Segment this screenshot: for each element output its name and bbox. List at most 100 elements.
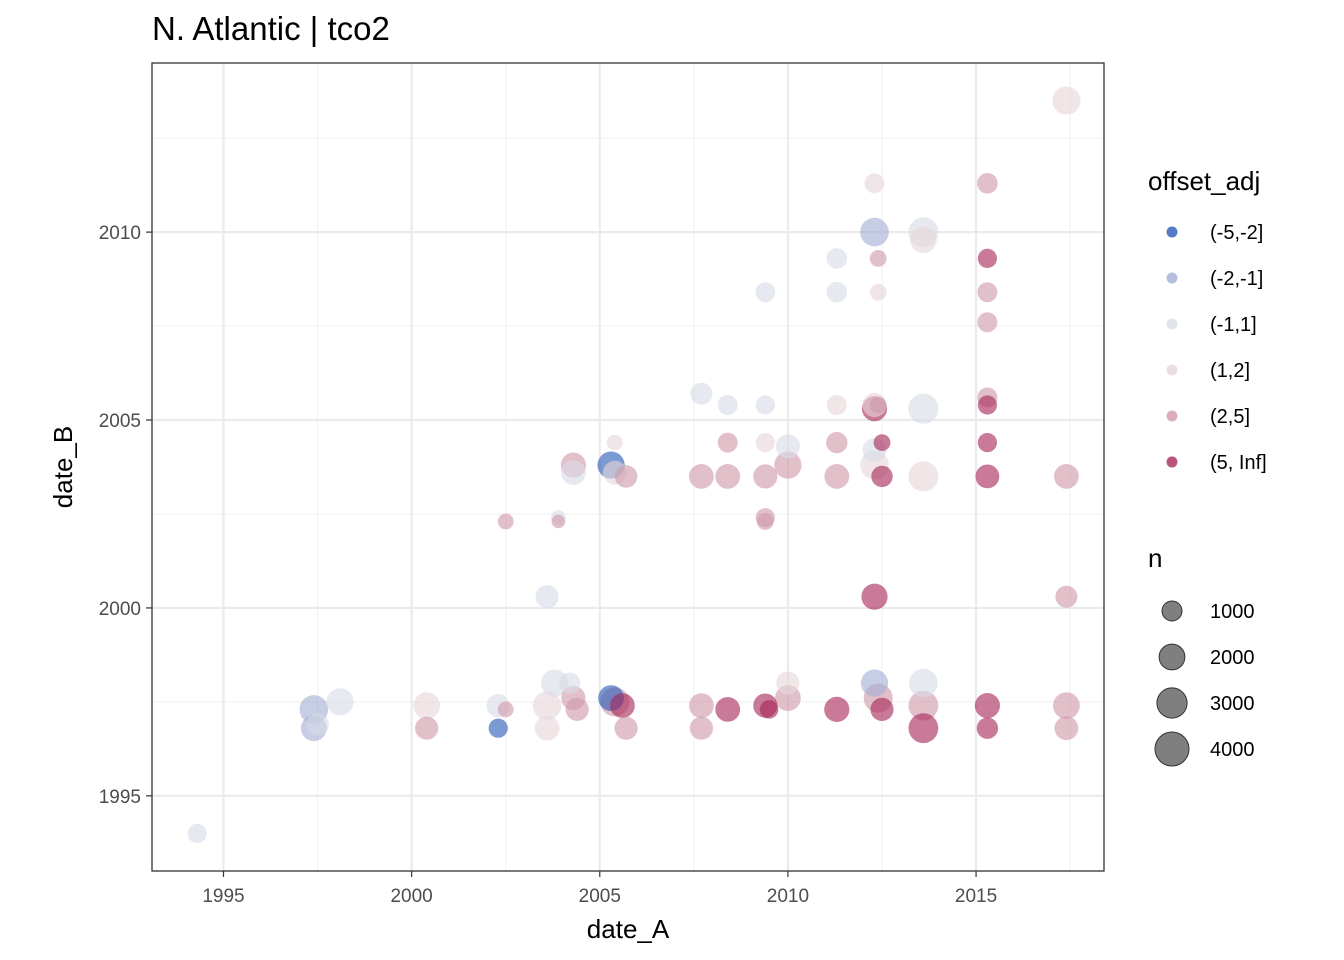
size-legend-key bbox=[1156, 687, 1188, 719]
data-point bbox=[759, 700, 779, 719]
data-point bbox=[753, 464, 778, 489]
data-point bbox=[860, 669, 889, 697]
data-point bbox=[541, 669, 569, 697]
data-point bbox=[559, 672, 581, 694]
color-legend-label: (1,2] bbox=[1210, 360, 1250, 382]
data-point bbox=[610, 693, 635, 718]
data-point bbox=[1055, 585, 1078, 608]
data-point bbox=[864, 173, 885, 194]
data-point bbox=[1052, 86, 1081, 115]
data-point bbox=[869, 283, 887, 301]
data-point bbox=[1053, 692, 1080, 719]
x-tick-label: 2005 bbox=[579, 886, 621, 907]
size-legend-key bbox=[1158, 643, 1186, 671]
data-point bbox=[614, 465, 638, 488]
size-legend-label: 2000 bbox=[1210, 647, 1255, 669]
x-tick-label: 2000 bbox=[390, 886, 432, 907]
data-point bbox=[689, 693, 714, 718]
data-point bbox=[824, 696, 850, 723]
axes: 1995 2000 2005 2010 2015 1995 2000 2005 2010 bbox=[99, 223, 997, 907]
size-legend-title: n bbox=[1148, 543, 1162, 573]
x-axis-title: date_A bbox=[587, 914, 670, 944]
data-point bbox=[826, 395, 847, 415]
data-point bbox=[755, 282, 776, 303]
color-legend-label: (-1,1] bbox=[1210, 314, 1257, 336]
data-point bbox=[908, 393, 939, 424]
data-point bbox=[977, 282, 998, 303]
data-point bbox=[755, 433, 775, 453]
size-legend: n 1000 2000 3000 4000 bbox=[1148, 543, 1255, 767]
data-point bbox=[551, 514, 566, 529]
data-point bbox=[826, 281, 848, 303]
size-legend-label: 1000 bbox=[1210, 601, 1255, 623]
color-legend-title: offset_adj bbox=[1148, 166, 1260, 196]
data-point bbox=[755, 395, 775, 415]
data-point bbox=[975, 464, 1000, 489]
data-point bbox=[910, 226, 937, 254]
data-point bbox=[861, 583, 888, 610]
data-point bbox=[1054, 464, 1079, 489]
data-point bbox=[561, 460, 586, 485]
data-point bbox=[871, 465, 893, 488]
plot-panel bbox=[151, 62, 1105, 872]
data-point bbox=[908, 690, 939, 721]
y-tick-label: 1995 bbox=[99, 787, 141, 808]
data-point bbox=[689, 464, 714, 489]
data-point bbox=[497, 701, 514, 718]
y-tick-label: 2005 bbox=[99, 411, 141, 432]
data-points bbox=[187, 86, 1081, 844]
data-point bbox=[187, 823, 207, 844]
size-legend-label: 4000 bbox=[1210, 739, 1255, 761]
data-point bbox=[776, 671, 800, 695]
color-legend-label: (-2,-1] bbox=[1210, 268, 1263, 290]
data-point bbox=[717, 432, 738, 453]
color-legend-key bbox=[1166, 272, 1178, 284]
chart-title: N. Atlantic | tco2 bbox=[152, 10, 390, 47]
data-point bbox=[488, 718, 508, 738]
x-tick-label: 1995 bbox=[202, 886, 244, 907]
data-point bbox=[974, 693, 1001, 719]
data-point bbox=[413, 692, 441, 719]
data-point bbox=[775, 434, 801, 459]
data-point bbox=[909, 668, 938, 698]
size-legend-key bbox=[1154, 731, 1190, 767]
data-point bbox=[756, 513, 774, 530]
y-tick-label: 2000 bbox=[99, 599, 141, 620]
data-point bbox=[534, 715, 560, 741]
data-point bbox=[869, 396, 887, 414]
data-point bbox=[532, 691, 562, 720]
data-point bbox=[717, 395, 738, 415]
data-point bbox=[977, 312, 998, 333]
x-tick-label: 2010 bbox=[767, 886, 809, 907]
data-point bbox=[870, 697, 894, 722]
data-point bbox=[976, 717, 999, 739]
size-legend-label: 3000 bbox=[1210, 693, 1255, 715]
data-point bbox=[826, 431, 848, 454]
data-point bbox=[860, 217, 889, 247]
color-legend-label: (5, Inf] bbox=[1210, 452, 1267, 474]
data-point bbox=[873, 434, 891, 451]
data-point bbox=[715, 697, 741, 722]
color-legend-key bbox=[1166, 226, 1178, 238]
data-point bbox=[306, 713, 329, 736]
data-point bbox=[977, 395, 998, 415]
color-legend-label: (2,5] bbox=[1210, 406, 1250, 428]
data-point bbox=[606, 434, 623, 451]
color-legend-key bbox=[1166, 364, 1178, 376]
data-point bbox=[415, 716, 439, 740]
data-point bbox=[1054, 716, 1079, 741]
color-legend-key bbox=[1166, 410, 1178, 422]
data-point bbox=[690, 382, 713, 405]
data-point bbox=[497, 513, 514, 530]
data-point bbox=[826, 248, 848, 269]
data-point bbox=[869, 250, 887, 267]
data-point bbox=[824, 464, 850, 489]
x-tick-label: 2015 bbox=[955, 886, 997, 907]
data-point bbox=[689, 716, 714, 740]
y-tick-label: 2010 bbox=[99, 223, 141, 244]
y-axis-title: date_B bbox=[48, 426, 78, 508]
color-legend: offset_adj (-5,-2] (-2,-1] (-1,1] (1,2] (2,5… bbox=[1148, 166, 1267, 474]
data-point bbox=[908, 461, 939, 492]
